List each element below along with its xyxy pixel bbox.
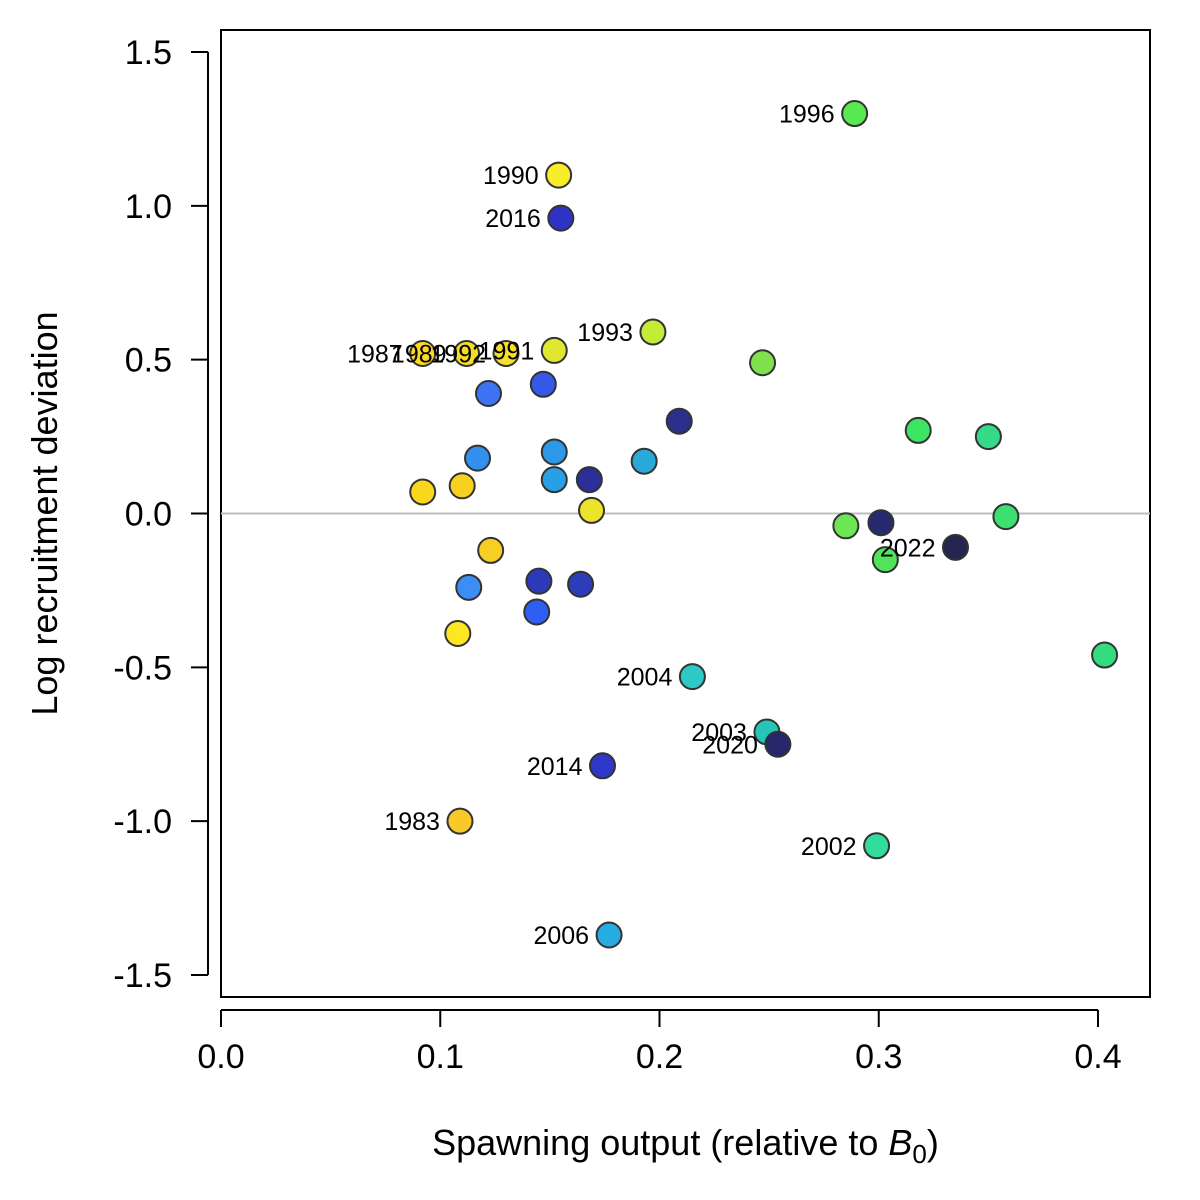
data-point <box>547 204 575 232</box>
y-tick-label: -1.5 <box>113 957 172 995</box>
data-point <box>974 423 1002 451</box>
data-point <box>863 832 891 860</box>
data-point <box>832 512 860 540</box>
point-label: 2020 <box>702 731 758 759</box>
data-point <box>841 100 869 128</box>
data-point <box>567 570 595 598</box>
data-point <box>525 567 553 595</box>
data-point <box>446 807 474 835</box>
point-label: 1991 <box>479 337 535 365</box>
data-point <box>749 349 777 377</box>
data-point <box>678 663 706 691</box>
x-tick-label: 0.4 <box>1074 1038 1121 1076</box>
data-point <box>639 318 667 346</box>
data-point <box>630 447 658 475</box>
data-point <box>867 509 895 537</box>
y-tick-label: 0.5 <box>125 342 172 380</box>
y-tick-label: 0.0 <box>125 496 172 534</box>
point-label: 2004 <box>617 664 673 692</box>
data-point <box>1091 641 1119 669</box>
y-axis-title: Log recruitment deviation <box>24 311 65 715</box>
y-tick-label: -1.0 <box>113 803 172 841</box>
x-axis-title-suffix: ) <box>927 1122 939 1163</box>
data-point <box>444 619 472 647</box>
x-axis-title-text: Spawning output (relative to <box>432 1122 888 1163</box>
point-label: 2003 <box>691 719 747 747</box>
data-point <box>409 340 437 368</box>
y-tick-label: 1.5 <box>125 34 172 72</box>
point-label: 2022 <box>880 534 936 562</box>
data-point <box>477 536 505 564</box>
point-label: 1987 <box>347 341 403 369</box>
data-point <box>578 496 606 524</box>
data-point <box>545 161 573 189</box>
data-point <box>588 752 616 780</box>
data-point <box>941 533 969 561</box>
data-point <box>448 472 476 500</box>
data-point <box>665 407 693 435</box>
point-label: 1989 <box>391 341 447 369</box>
point-label: 1996 <box>779 101 835 129</box>
data-point <box>764 730 792 758</box>
point-label: 1983 <box>384 808 440 836</box>
data-point <box>595 921 623 949</box>
y-axis: -1.5 -1.0 -0.5 0.0 0.5 1.0 1.5 <box>113 34 209 995</box>
point-label: 2002 <box>801 833 857 861</box>
data-point <box>540 336 568 364</box>
x-axis-title-subscript: 0 <box>912 1139 926 1169</box>
data-point <box>575 466 603 494</box>
data-point <box>453 340 481 368</box>
data-point <box>540 438 568 466</box>
point-label: 1992 <box>430 341 486 369</box>
x-tick-label: 0.3 <box>855 1038 902 1076</box>
point-label: 2006 <box>533 922 589 950</box>
data-point <box>523 598 551 626</box>
y-tick-label: -0.5 <box>113 649 172 687</box>
point-label: 2016 <box>485 205 541 233</box>
data-point <box>871 546 899 574</box>
x-tick-label: 0.0 <box>197 1038 244 1076</box>
x-axis-title: Spawning output (relative to B0) <box>432 1122 939 1169</box>
data-point <box>529 370 557 398</box>
data-point <box>492 340 520 368</box>
data-point <box>540 466 568 494</box>
x-axis-title-symbol: B <box>888 1122 912 1163</box>
y-tick-label: 1.0 <box>125 188 172 226</box>
data-point <box>409 478 437 506</box>
data-point <box>455 573 483 601</box>
x-tick-label: 0.2 <box>636 1038 683 1076</box>
data-point <box>992 503 1020 531</box>
x-axis: 0.0 0.1 0.2 0.3 0.4 <box>197 1009 1122 1076</box>
point-label: 2014 <box>527 753 583 781</box>
x-tick-label: 0.1 <box>417 1038 464 1076</box>
data-point <box>904 416 932 444</box>
data-points <box>409 100 1119 949</box>
data-point <box>474 380 502 408</box>
point-label: 1990 <box>483 162 539 190</box>
point-label: 1993 <box>577 319 633 347</box>
data-point <box>464 444 492 472</box>
